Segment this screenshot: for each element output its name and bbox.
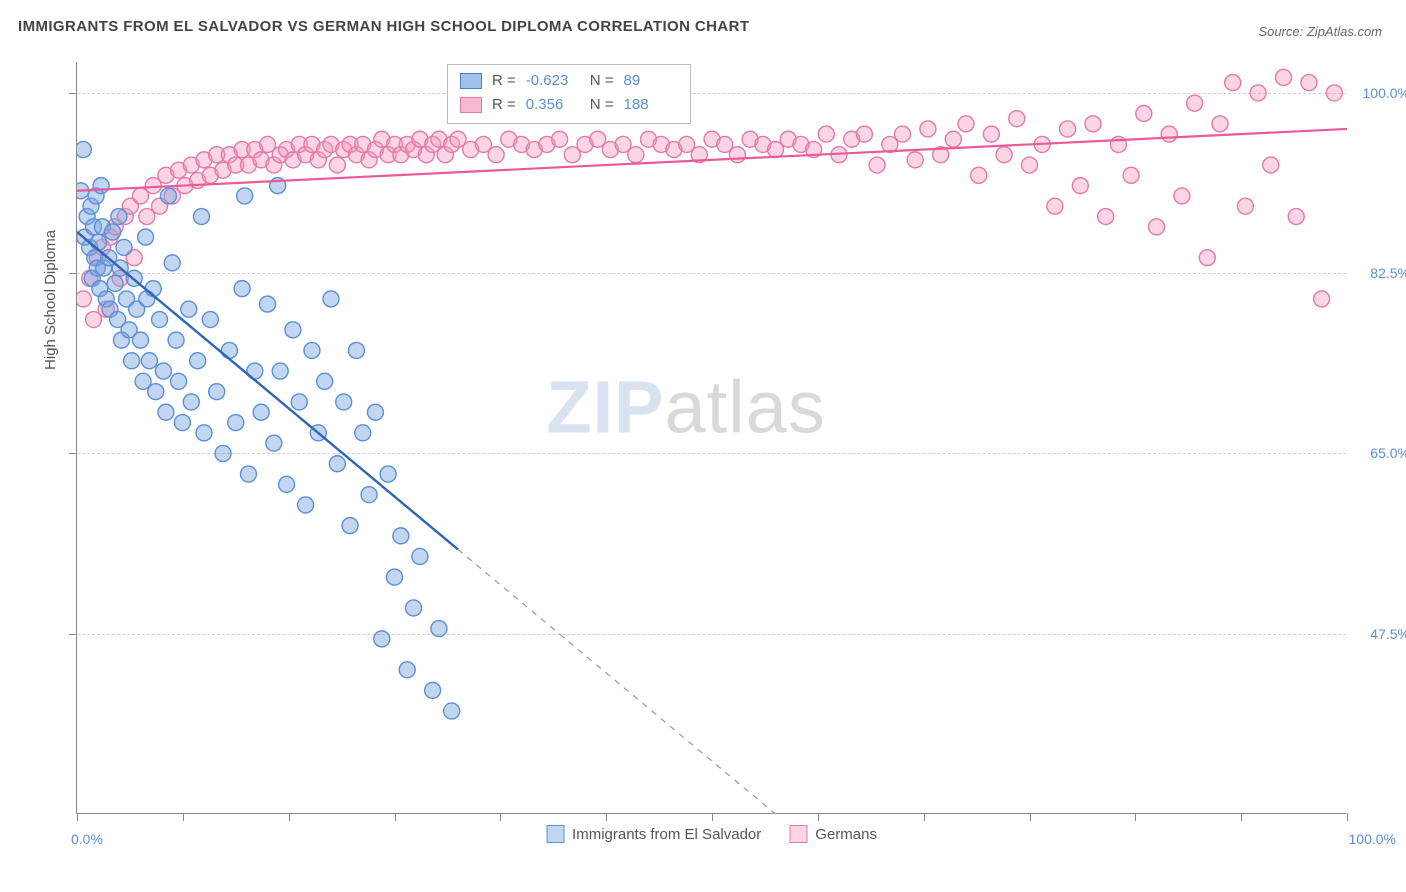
- legend-label-el-salvador: Immigrants from El Salvador: [572, 826, 761, 843]
- corr-row-germans: R = 0.356 N = 188: [460, 93, 678, 117]
- n-value-germans: 188: [624, 93, 678, 117]
- y-tick: [69, 93, 77, 94]
- r-value-germans: 0.356: [526, 93, 580, 117]
- plot-area: ZIPatlas R = -0.623 N = 89 R = 0.356 N =…: [76, 62, 1346, 814]
- bottom-legend: Immigrants from El Salvador Germans: [546, 825, 877, 843]
- x-tick: [183, 813, 184, 821]
- trend-lines-layer: [77, 62, 1347, 814]
- x-tick: [395, 813, 396, 821]
- x-tick: [606, 813, 607, 821]
- correlation-legend: R = -0.623 N = 89 R = 0.356 N = 188: [447, 64, 691, 124]
- x-tick: [1135, 813, 1136, 821]
- n-label: N =: [590, 93, 614, 117]
- swatch-germans: [460, 97, 482, 113]
- n-label: N =: [590, 69, 614, 93]
- r-value-el-salvador: -0.623: [526, 69, 580, 93]
- chart-title: IMMIGRANTS FROM EL SALVADOR VS GERMAN HI…: [18, 18, 749, 35]
- y-tick-label: 82.5%: [1370, 265, 1406, 281]
- legend-swatch-el-salvador: [546, 825, 564, 843]
- x-tick: [500, 813, 501, 821]
- x-tick: [289, 813, 290, 821]
- n-value-el-salvador: 89: [624, 69, 678, 93]
- trendline-germans: [77, 129, 1347, 191]
- corr-row-el-salvador: R = -0.623 N = 89: [460, 69, 678, 93]
- y-tick-label: 47.5%: [1370, 626, 1406, 642]
- y-tick: [69, 634, 77, 635]
- legend-label-germans: Germans: [815, 826, 877, 843]
- trendline-el-salvador-solid: [77, 232, 458, 549]
- x-tick: [1030, 813, 1031, 821]
- y-tick: [69, 453, 77, 454]
- x-tick: [924, 813, 925, 821]
- trendline-el-salvador-dashed: [458, 549, 776, 814]
- r-label: R =: [492, 69, 516, 93]
- source-attribution: Source: ZipAtlas.com: [1258, 24, 1382, 39]
- legend-item-el-salvador: Immigrants from El Salvador: [546, 825, 761, 843]
- r-label: R =: [492, 93, 516, 117]
- legend-item-germans: Germans: [789, 825, 877, 843]
- swatch-el-salvador: [460, 73, 482, 89]
- y-tick-label: 100.0%: [1363, 85, 1406, 101]
- y-axis-title: High School Diploma: [42, 230, 59, 370]
- x-tick: [77, 813, 78, 821]
- x-tick: [712, 813, 713, 821]
- x-tick: [1241, 813, 1242, 821]
- x-tick: [1347, 813, 1348, 821]
- y-tick: [69, 273, 77, 274]
- x-tick: [818, 813, 819, 821]
- legend-swatch-germans: [789, 825, 807, 843]
- y-tick-label: 65.0%: [1370, 445, 1406, 461]
- x-min-label: 0.0%: [71, 831, 103, 847]
- x-max-label: 100.0%: [1349, 831, 1396, 847]
